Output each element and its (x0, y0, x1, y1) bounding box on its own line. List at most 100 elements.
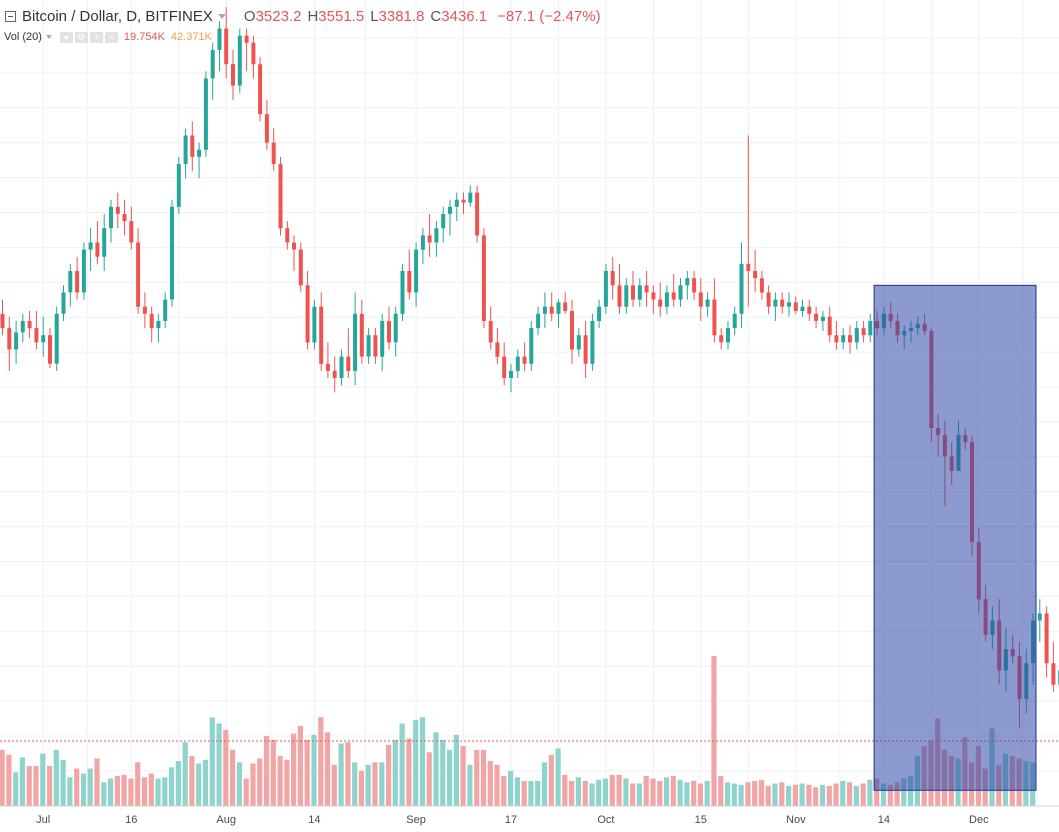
volume-bar (745, 782, 751, 807)
settings-icon[interactable]: ● (59, 31, 73, 43)
volume-bar (555, 748, 561, 806)
candle-body (1037, 613, 1042, 621)
gear-icon[interactable]: ⚙ (74, 31, 88, 43)
candle (136, 228, 141, 314)
candle (400, 263, 405, 321)
candle (848, 325, 852, 354)
candle (312, 299, 317, 350)
volume-bar (677, 779, 683, 807)
volume-bar (209, 717, 215, 807)
volume-bar (318, 717, 324, 807)
candle (590, 313, 595, 371)
volume-bar (148, 773, 154, 806)
candle-body (48, 335, 52, 364)
candle (387, 306, 391, 350)
candle (563, 292, 568, 314)
candle-body (631, 285, 635, 300)
high-label: H (307, 7, 319, 25)
candle (190, 121, 195, 172)
candle-body (237, 35, 242, 86)
candle-body (848, 335, 852, 343)
collapse-icon[interactable] (5, 10, 16, 22)
candle-body (54, 313, 59, 364)
candle-body (210, 49, 215, 79)
candle-body (75, 271, 80, 293)
candle-body (203, 78, 208, 150)
candle-body (292, 242, 296, 250)
candle (20, 313, 25, 343)
candle-body (556, 302, 561, 314)
candle (298, 242, 303, 293)
candle-body (610, 271, 615, 286)
candle-body (753, 271, 758, 279)
volume-bar (758, 779, 765, 807)
volume-bar (792, 784, 798, 807)
candle (651, 285, 656, 314)
candle (746, 135, 751, 307)
plus-icon[interactable]: + (89, 31, 103, 43)
candle (210, 42, 215, 100)
candle-body (536, 313, 541, 329)
chevron-down-icon[interactable] (45, 35, 52, 39)
candle (766, 285, 771, 314)
candle-body (698, 292, 703, 307)
candle-body (34, 328, 39, 343)
volume-bar (602, 778, 609, 806)
candle-body (305, 285, 310, 343)
volume-indicator-label[interactable]: Vol (20) (4, 31, 42, 43)
symbol-legend: Bitcoin / Dollar, D, BITFINEX O 3523.2 H… (0, 6, 603, 26)
volume-bar (94, 758, 100, 806)
volume-bar (752, 781, 758, 806)
volume-bar (141, 777, 148, 807)
candle-body (0, 313, 5, 329)
candle (631, 271, 635, 307)
candle-body (658, 299, 663, 307)
x-tick-label: Sep (406, 814, 426, 826)
volume-bar (528, 781, 534, 806)
candle (75, 256, 80, 300)
candle (231, 49, 235, 100)
volume-bar (501, 776, 507, 806)
candle (868, 313, 873, 343)
candle-body (373, 335, 378, 357)
candle (509, 363, 513, 393)
volume-bar (291, 733, 297, 806)
candle-body (407, 271, 412, 293)
close-icon[interactable]: × (104, 31, 118, 43)
chevron-down-icon[interactable] (217, 13, 226, 19)
candle-body (115, 206, 120, 214)
candle (773, 292, 778, 321)
volume-bar (596, 779, 602, 807)
candle (698, 278, 703, 321)
x-tick-label: 14 (878, 814, 890, 826)
volume-bar (623, 778, 629, 806)
candle (583, 321, 588, 378)
candle-body (81, 249, 86, 293)
candle-body (800, 306, 805, 311)
candle (54, 306, 59, 371)
candle (542, 292, 547, 329)
candle-body (502, 356, 507, 378)
volume-bar (582, 781, 588, 806)
candle (129, 206, 134, 250)
volume-bar (440, 739, 446, 807)
candle-body (231, 64, 235, 86)
volume-bar (419, 717, 426, 807)
x-tick-label: Nov (786, 814, 806, 826)
volume-bar (270, 739, 276, 807)
candle-body (170, 206, 174, 300)
symbol-title[interactable]: Bitcoin / Dollar, D, BITFINEX (22, 7, 213, 25)
candle (719, 328, 724, 350)
volume-bar (162, 777, 168, 807)
candle-body (136, 242, 141, 307)
candle-body (603, 271, 608, 307)
volume-bar (636, 783, 642, 806)
volume-bar (731, 783, 737, 806)
volume-bar (514, 777, 520, 807)
candle-body (637, 285, 642, 300)
highlight-rectangle[interactable] (873, 284, 1037, 791)
x-tick-label: 15 (695, 814, 707, 826)
volume-bar (331, 764, 337, 807)
candle-body (814, 313, 819, 321)
